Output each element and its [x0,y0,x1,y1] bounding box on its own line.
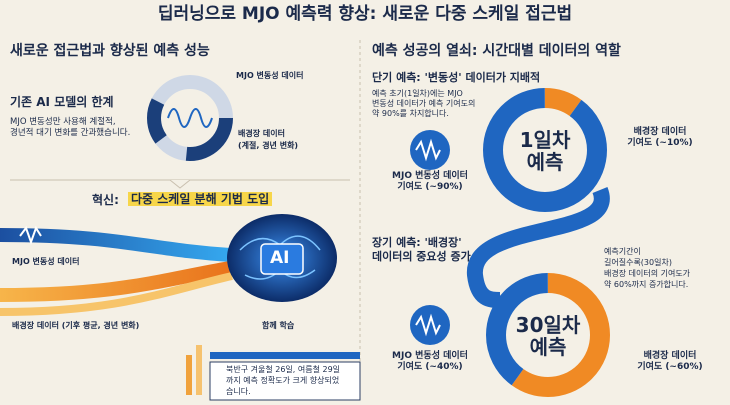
note-text: 약 60%까지 증가합니다. [604,280,689,289]
segment-label: 배경장 데이터 [633,127,687,137]
mjo-icon [410,305,450,345]
legend-label: MJO 변동성 데이터 [236,71,304,80]
mjo-icon [410,130,450,170]
donut-center: 30일차 [515,313,581,337]
section-heading: 예측 성공의 열쇠: 시간대별 데이터의 역할 [372,43,621,59]
wave [415,138,441,162]
chevron [169,179,191,189]
note-text: 배경장 데이터의 기여도가 [604,269,691,278]
flow-label: MJO 변동성 데이터 [12,257,80,266]
segment-label: MJO 변동성 데이터 [392,171,468,181]
ai-chip [260,243,304,275]
donut-center: 예측 [529,335,567,359]
description: MJO 변동성만 사용해 계절적, [10,117,116,127]
bar [196,345,202,395]
bar [210,352,360,359]
description: 약 90%를 차지합니다. [372,109,449,118]
section-heading: 새로운 접근법과 향상된 예측 성능 [10,43,210,59]
description: 경년적 대기 변화를 간과했습니다. [10,128,131,138]
description: 변동성 데이터가 예측 기여도의 [372,99,476,108]
subheading: 단기 예측: '변동성' 데이터가 지배적 [372,71,541,84]
connector [467,187,610,308]
result-text: 까지 예측 정확도가 크게 향상되었 [226,376,340,385]
donut-segment [483,88,607,212]
flow-background [0,272,233,316]
result-text: 습니다. [226,387,251,396]
segment-label: 기여도 (~10%) [627,138,693,148]
segment-label: 배경장 데이터 [643,351,697,361]
flow-label: 배경장 데이터 (기후 평균, 경년 변화) [12,321,140,330]
donut-segment [486,273,610,397]
wave [167,108,213,128]
wave [19,225,42,245]
segment-label: 기여도 (~40%) [397,362,463,372]
segment-label: 기여도 (~90%) [397,182,463,192]
subheading: 기존 AI 모델의 한계 [10,95,114,109]
donut-center: 1일차 [519,128,571,152]
title: 딥러닝으로 MJO 예측력 향상: 새로운 다중 스케일 접근법 [157,4,573,24]
donut-center: 예측 [526,150,564,174]
result-box [209,361,361,401]
flow-label: 함께 학습 [262,321,295,330]
ai-label: AI [270,248,290,268]
legend-label: 배경장 데이터 [238,129,285,138]
segment-label: MJO 변동성 데이터 [392,351,468,361]
wave [415,313,441,337]
bar [186,355,192,395]
subheading: 데이터의 중요성 증가 [372,250,471,263]
flow-background [0,261,232,302]
subheading: 장기 예측: '배경장' [372,236,462,249]
note-text: 예측기간이 [604,247,641,256]
note-text: 길어질수록(30일차) [604,258,672,267]
legend-label: (계절, 경년 변화) [238,141,299,150]
innovation-label: 혁신: [92,193,119,207]
result-text: 북반구 겨울철 26일, 여름철 29일 [226,365,341,374]
note-box [600,245,710,295]
description: 예측 초기(1일차)에는 MJO [372,89,463,98]
innovation-highlight: 다중 스케일 분해 기법 도입 [128,192,273,206]
ring-segment [147,75,233,161]
flow-mjo [0,228,231,262]
segment-label: 기여도 (~60%) [637,362,703,372]
